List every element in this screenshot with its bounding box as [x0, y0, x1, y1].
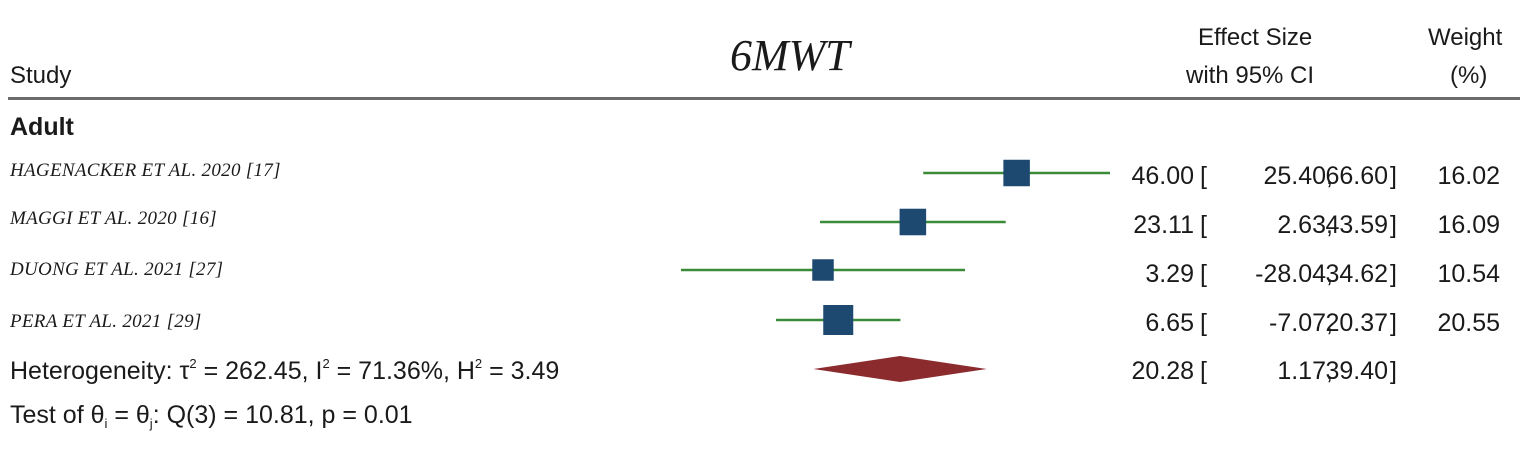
weight-value: 16.09: [1437, 211, 1500, 239]
ci-upper-value: 66.60: [1325, 162, 1388, 190]
weight-value: 16.02: [1437, 162, 1500, 190]
ci-separator: ,: [1326, 260, 1333, 288]
weight-value: 10.54: [1437, 260, 1500, 288]
ci-lower-value: 2.63: [1277, 211, 1326, 239]
chart-title: 6MWT: [730, 31, 850, 80]
weight-header-line1: Weight: [1428, 24, 1503, 51]
ci-open-bracket: [: [1200, 357, 1207, 385]
ci-upper-value: 34.62: [1325, 260, 1388, 288]
subgroup-label: Adult: [10, 113, 74, 141]
ci-lower-value: -28.04: [1255, 260, 1326, 288]
ci-lower-value: 25.40: [1263, 162, 1326, 190]
pooled-ci-upper-value: 39.40: [1325, 357, 1388, 385]
study-name-1: HAGENACKER ET AL. 2020 [17]: [10, 160, 281, 181]
ci-upper-value: 20.37: [1325, 309, 1388, 337]
ci-close-bracket: ]: [1390, 309, 1397, 337]
pooled-effect-diamond: [813, 356, 987, 382]
ci-close-bracket: ]: [1390, 260, 1397, 288]
ci-close-bracket: ]: [1390, 211, 1397, 239]
ci-separator: ,: [1326, 162, 1333, 190]
study-name-4: PERA ET AL. 2021 [29]: [10, 311, 202, 332]
study-column-header: Study: [10, 62, 72, 89]
weight-header-line2: (%): [1450, 62, 1488, 89]
ci-close-bracket: ]: [1390, 357, 1397, 385]
effect-size-header-line1: Effect Size: [1198, 24, 1313, 51]
ci-separator: ,: [1326, 309, 1333, 337]
pooled-effect-value: 20.28: [1131, 357, 1194, 385]
ci-separator: ,: [1326, 357, 1333, 385]
effect-value: 23.11: [1133, 211, 1194, 239]
ci-upper-value: 43.59: [1325, 211, 1388, 239]
ci-lower-value: -7.07: [1269, 309, 1326, 337]
effect-marker-4: [823, 305, 854, 335]
effect-marker-3: [812, 259, 834, 281]
effect-value: 3.29: [1145, 260, 1194, 288]
homogeneity-test: Test of θi = θj: Q(3) = 10.81, p = 0.01: [10, 401, 413, 431]
effect-size-header-line2: with 95% CI: [1186, 62, 1315, 89]
study-name-3: DUONG ET AL. 2021 [27]: [10, 259, 224, 280]
effect-value: 6.65: [1145, 309, 1194, 337]
ci-close-bracket: ]: [1390, 162, 1397, 190]
pooled-ci-lower-value: 1.17: [1277, 357, 1326, 385]
heterogeneity-stats: Heterogeneity: τ2 = 262.45, I2 = 71.36%,…: [10, 356, 560, 385]
ci-open-bracket: [: [1200, 260, 1207, 288]
effect-marker-1: [1003, 159, 1030, 187]
effect-marker-2: [899, 208, 927, 236]
ci-open-bracket: [: [1200, 211, 1207, 239]
ci-open-bracket: [: [1200, 309, 1207, 337]
effect-value: 46.00: [1131, 162, 1194, 190]
ci-open-bracket: [: [1200, 162, 1207, 190]
ci-separator: ,: [1326, 211, 1333, 239]
header-divider: [8, 97, 1520, 100]
weight-value: 20.55: [1437, 309, 1500, 337]
study-name-2: MAGGI ET AL. 2020 [16]: [10, 208, 217, 229]
